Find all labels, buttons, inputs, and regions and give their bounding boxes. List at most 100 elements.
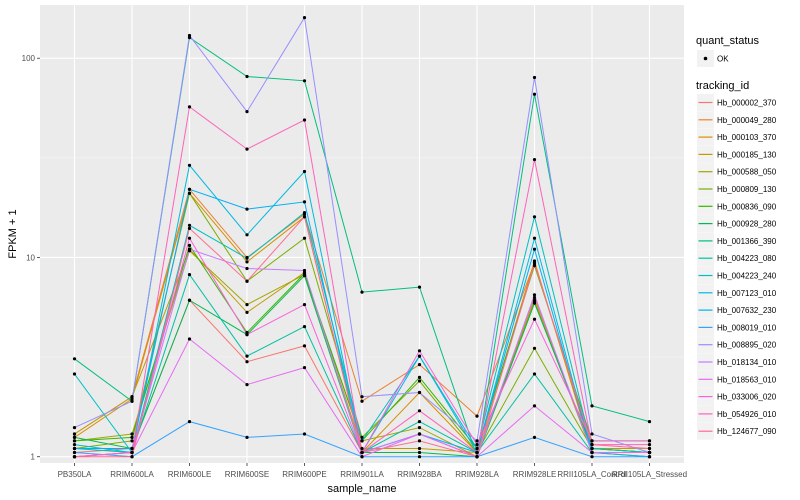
data-point [532, 262, 537, 266]
legend-entry: Hb_008019_010 [697, 318, 777, 336]
data-point [532, 92, 537, 96]
data-point [532, 259, 537, 263]
legend-label: Hb_001366_390 [717, 237, 777, 246]
x-axis: PB350LA RRIM600LA RRIM600LE RRIM600SE RRIM60… [58, 463, 687, 479]
legend-entry: Hb_033006_020 [697, 388, 777, 406]
data-point [302, 274, 307, 278]
data-point [417, 432, 422, 436]
x-tick-label: RRIM600SE [225, 470, 269, 479]
point-icon [703, 56, 708, 61]
data-point [72, 455, 77, 459]
data-point [475, 455, 479, 459]
legend-label: Hb_004223_240 [717, 272, 777, 281]
data-point [532, 236, 537, 240]
data-point [302, 303, 307, 307]
data-point [245, 360, 249, 364]
data-point [532, 301, 537, 305]
data-point [245, 266, 249, 271]
legend-label: Hb_000103_370 [717, 133, 777, 142]
data-point [302, 211, 307, 215]
data-point [532, 372, 537, 376]
legend-entry: Hb_004223_080 [697, 249, 777, 267]
data-point [302, 16, 307, 20]
legend-entry: Hb_001366_390 [697, 232, 777, 250]
legend-entry: Hb_124677_090 [697, 422, 777, 440]
data-point [130, 397, 134, 401]
data-point [532, 298, 537, 302]
data-point [302, 169, 307, 174]
data-point [532, 293, 537, 297]
legend-label: Hb_000185_130 [717, 150, 777, 159]
data-point [417, 375, 422, 379]
data-point [245, 207, 249, 211]
data-point [590, 439, 594, 443]
legend-label: Hb_000002_370 [717, 99, 777, 108]
data-point [302, 236, 307, 240]
y-axis-title: FPKM + 1 [7, 209, 19, 258]
legend-label: Hb_000836_090 [717, 202, 777, 211]
legend-label: Hb_007632_230 [717, 306, 777, 315]
y-axis: 1 10 100 [22, 54, 40, 462]
x-tick-label: RRIM928LA [455, 470, 499, 479]
x-tick-label: RRIM600LA [110, 470, 154, 479]
data-point [245, 74, 249, 79]
data-point [187, 163, 192, 167]
data-point [302, 432, 307, 436]
legend-shape-entry: OK [697, 50, 729, 67]
legend-label: Hb_008895_020 [717, 341, 777, 350]
x-tick-label: RRIM600LE [168, 470, 212, 479]
data-point [302, 325, 307, 329]
data-point [187, 105, 192, 109]
data-point [72, 446, 77, 451]
data-point [72, 357, 77, 361]
data-point [130, 435, 134, 439]
data-point [245, 383, 249, 387]
legend-entry: Hb_000809_130 [697, 180, 777, 198]
y-tick-label: 10 [26, 253, 35, 262]
data-point [302, 366, 307, 370]
legend-label: Hb_000809_130 [717, 185, 777, 194]
legend-label: Hb_007123_010 [717, 289, 777, 298]
legend-entry: Hb_000103_370 [697, 128, 777, 146]
data-point [360, 439, 364, 443]
data-point [302, 268, 307, 273]
legend-entry: Hb_000928_280 [697, 215, 777, 233]
x-tick-label: RRII105LA_Control [557, 470, 627, 479]
data-point [130, 432, 134, 436]
data-point [187, 273, 192, 277]
x-tick-label: RRIM901LA [340, 470, 384, 479]
data-point [187, 236, 192, 240]
data-point [130, 399, 134, 403]
data-point [417, 420, 422, 424]
data-point [417, 354, 422, 358]
legend-entry: Hb_054926_010 [697, 405, 777, 423]
data-point [245, 333, 249, 337]
data-point [245, 435, 249, 439]
data-point [130, 446, 134, 451]
legend-label: Hb_018134_010 [717, 358, 777, 367]
data-point [245, 310, 249, 314]
data-point [187, 191, 192, 195]
legend-label: Hb_000928_280 [717, 220, 777, 229]
data-point [245, 233, 249, 237]
data-point [417, 390, 422, 395]
legend-entry: Hb_007632_230 [697, 301, 777, 319]
data-point [187, 243, 192, 247]
legend-label: Hb_018563_010 [717, 375, 777, 384]
legend-entry: Hb_018134_010 [697, 353, 777, 371]
data-point [245, 256, 249, 260]
data-point [417, 285, 422, 289]
series-points [72, 16, 652, 459]
data-point [130, 450, 134, 455]
data-point [417, 409, 422, 413]
legend-entry: Hb_018563_010 [697, 370, 777, 388]
data-point [302, 215, 307, 219]
legend-color-entries: Hb_000002_370 Hb_000049_280 Hb_000103_370 H… [697, 94, 777, 440]
data-point [245, 354, 249, 358]
data-point [532, 158, 537, 162]
data-point [130, 395, 134, 399]
data-point [187, 298, 192, 302]
legend-entry: Hb_000836_090 [697, 197, 777, 215]
data-point [475, 446, 479, 451]
x-tick-label: RRIM928BA [397, 470, 442, 479]
